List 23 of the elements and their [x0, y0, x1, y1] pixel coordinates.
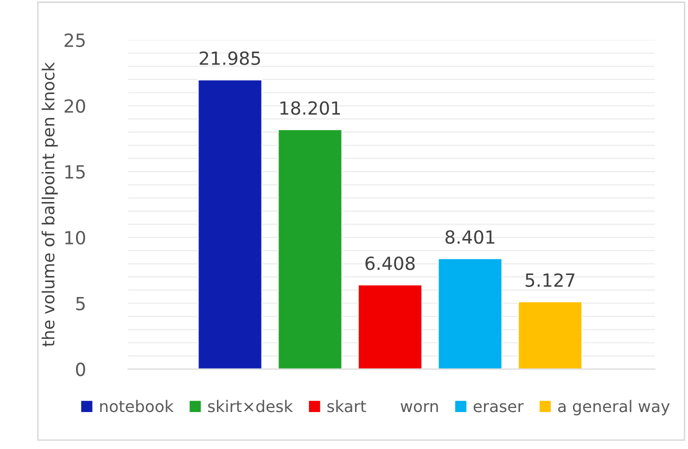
y-tick-label: 15 — [65, 165, 85, 179]
text: worn — [400, 403, 438, 412]
data-label: 8.401 — [445, 230, 494, 244]
bar — [437, 258, 503, 370]
bar — [277, 128, 343, 370]
data-label: 5.127 — [526, 273, 574, 287]
y-tick-label: 0 — [76, 362, 86, 376]
y-tick-label: 20 — [64, 99, 86, 113]
bar — [197, 78, 263, 370]
bar — [517, 300, 583, 370]
y-axis-title: the volume of ballpoint pen knock — [42, 62, 58, 346]
y-tick-label: 25 — [64, 33, 85, 48]
legend-label: skart — [327, 400, 366, 412]
data-label: 21.985 — [200, 51, 260, 66]
data-label: 6.408 — [365, 256, 415, 270]
legend-label: a general way — [558, 400, 670, 416]
bar — [357, 284, 423, 370]
data-label: 18.201 — [280, 101, 340, 115]
y-tick-label: 10 — [65, 230, 86, 245]
y-tick-label: 5 — [76, 296, 85, 310]
legend-label: eraser — [474, 403, 524, 412]
legend-label: notebook — [100, 400, 174, 412]
legend-label: skirt×desk — [208, 400, 293, 412]
